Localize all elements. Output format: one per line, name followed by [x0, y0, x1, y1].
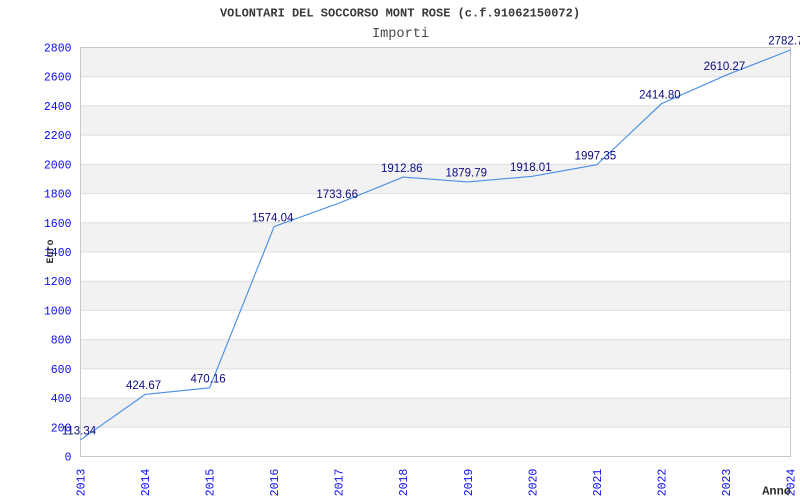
svg-text:1600: 1600: [44, 218, 72, 231]
svg-text:Anno: Anno: [762, 485, 791, 499]
svg-text:VOLONTARI DEL SOCCORSO MONT RO: VOLONTARI DEL SOCCORSO MONT ROSE (c.f.91…: [220, 7, 580, 21]
svg-text:1912.86: 1912.86: [381, 163, 423, 175]
svg-text:1574.04: 1574.04: [252, 212, 294, 224]
svg-text:2414.80: 2414.80: [639, 90, 681, 102]
svg-text:2021: 2021: [592, 469, 605, 497]
svg-text:Euro: Euro: [46, 239, 57, 263]
svg-text:2610.27: 2610.27: [704, 61, 746, 73]
svg-text:200: 200: [51, 422, 72, 435]
svg-text:600: 600: [51, 364, 72, 377]
svg-text:2017: 2017: [334, 469, 347, 497]
svg-text:470.16: 470.16: [190, 374, 225, 386]
svg-text:1997.35: 1997.35: [575, 150, 617, 162]
svg-text:Importi: Importi: [372, 27, 429, 42]
svg-text:2600: 2600: [44, 72, 72, 85]
svg-text:800: 800: [51, 335, 72, 348]
svg-text:2020: 2020: [527, 469, 540, 497]
svg-text:2015: 2015: [205, 469, 218, 497]
svg-text:2014: 2014: [140, 469, 153, 497]
svg-text:1879.79: 1879.79: [445, 168, 487, 180]
svg-text:2023: 2023: [721, 469, 734, 497]
svg-text:1733.66: 1733.66: [316, 189, 358, 201]
svg-text:2782.76: 2782.76: [768, 36, 800, 48]
svg-text:1400: 1400: [44, 247, 72, 260]
svg-text:1200: 1200: [44, 276, 72, 289]
svg-text:1918.01: 1918.01: [510, 162, 552, 174]
svg-text:2019: 2019: [463, 469, 476, 497]
svg-text:113.34: 113.34: [62, 426, 97, 438]
svg-text:2024: 2024: [786, 469, 799, 497]
svg-text:2022: 2022: [656, 469, 669, 497]
svg-text:2400: 2400: [44, 101, 72, 114]
svg-text:2016: 2016: [269, 469, 282, 497]
svg-text:2000: 2000: [44, 159, 72, 172]
svg-text:2018: 2018: [398, 469, 411, 497]
svg-text:400: 400: [51, 393, 72, 406]
svg-text:2800: 2800: [44, 43, 72, 56]
svg-text:2200: 2200: [44, 130, 72, 143]
svg-text:0: 0: [65, 452, 72, 465]
svg-text:1000: 1000: [44, 305, 72, 318]
svg-text:2013: 2013: [76, 469, 89, 497]
svg-text:1800: 1800: [44, 189, 72, 202]
svg-text:424.67: 424.67: [126, 380, 161, 392]
